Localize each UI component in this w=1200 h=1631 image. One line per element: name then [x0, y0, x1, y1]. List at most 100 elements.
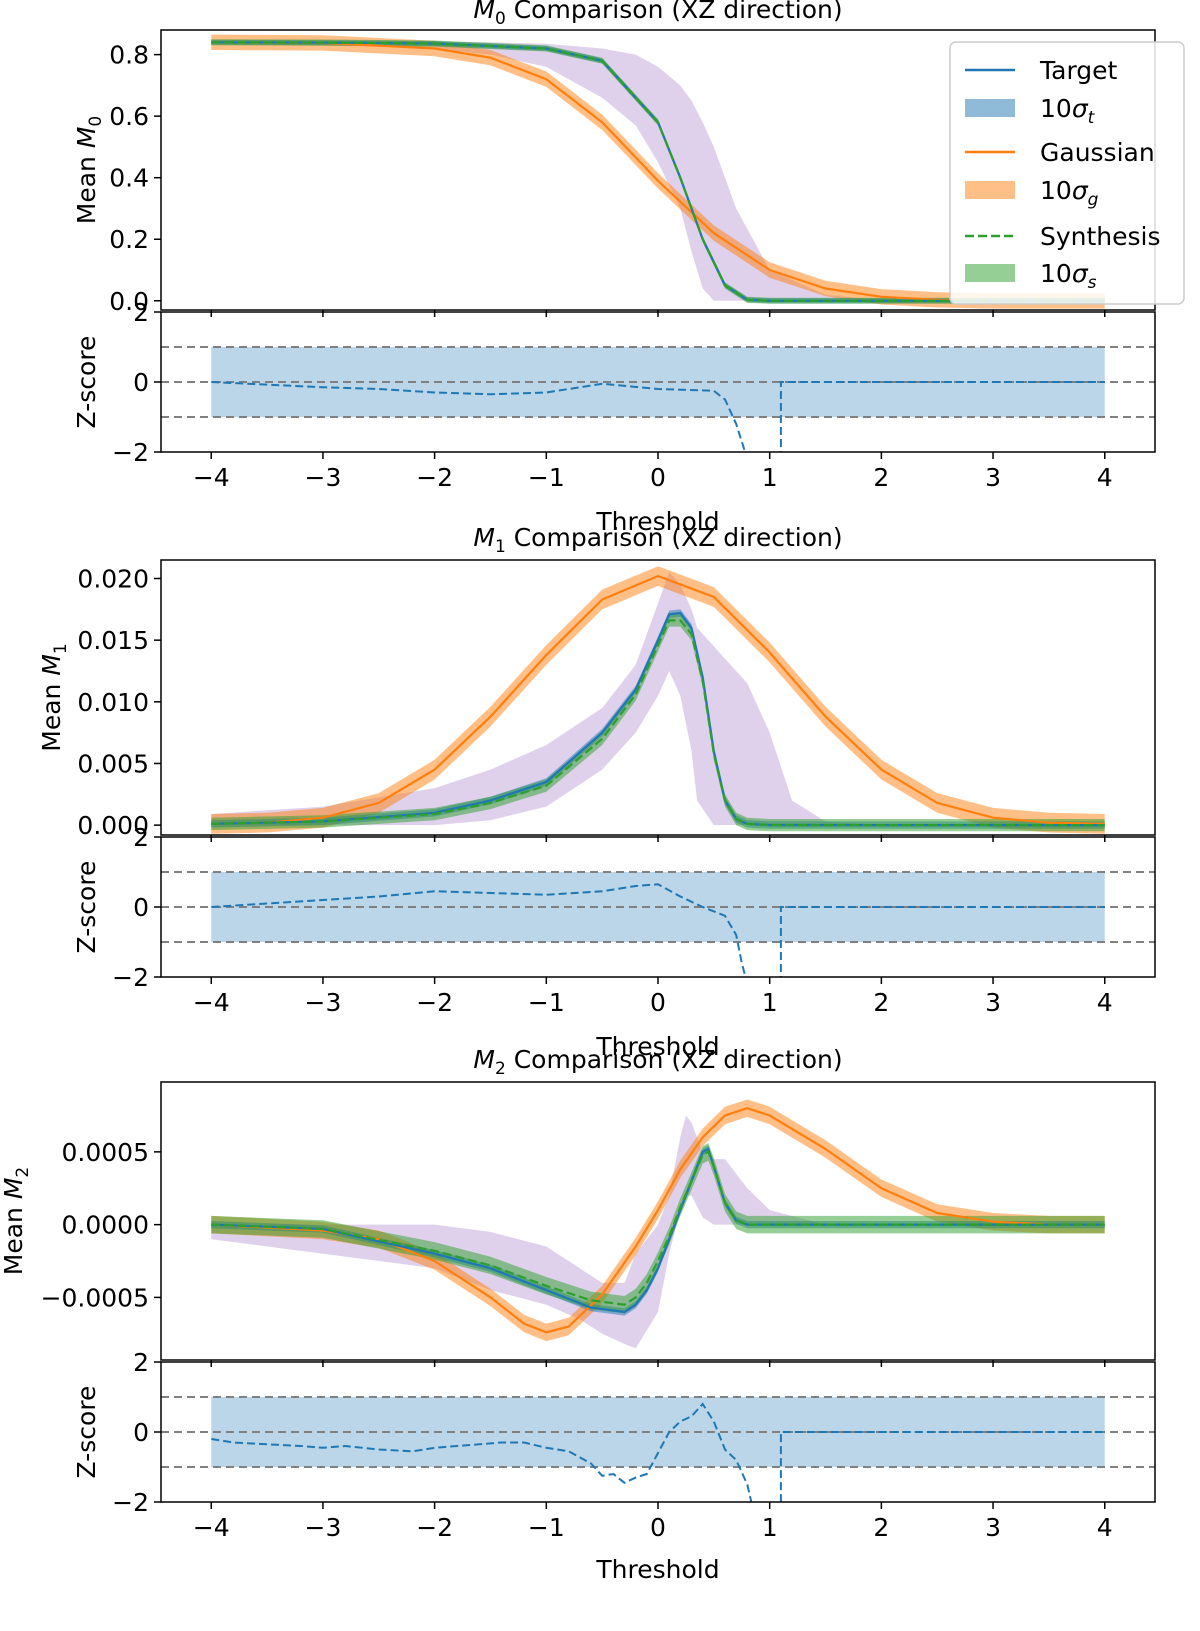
zscore-line-tail — [779, 906, 1105, 977]
y-label-prefix: Mean — [72, 148, 101, 224]
title-text: Comparison (XZ direction) — [506, 0, 843, 24]
x-axis-label: Threshold — [595, 1555, 719, 1584]
zscore-axis-label: Z-score — [72, 336, 101, 429]
x-tick-label: −2 — [416, 988, 453, 1017]
legend-gaussian-band-swatch — [965, 181, 1015, 199]
series-line-gaussian — [211, 1107, 1105, 1334]
x-tick-label: 3 — [985, 1513, 1001, 1542]
legend: Target 10σt Gaussian 10σg Synthesis 10σs — [949, 41, 1185, 305]
x-tick-label: 3 — [985, 463, 1001, 492]
legend-target-label: Target — [1039, 56, 1118, 85]
y-label-subscript: 1 — [51, 643, 71, 654]
envelope-band — [211, 572, 1105, 826]
x-tick-label: −3 — [305, 988, 342, 1017]
main-axes-frame — [160, 559, 1156, 836]
y-tick-label: 0.8 — [109, 41, 149, 70]
series-line-synthesis — [211, 619, 1105, 827]
z-y-tick-label: 2 — [133, 1348, 149, 1377]
y-axis-label: Mean M2 — [0, 1167, 33, 1275]
band-synthesis — [211, 1143, 1105, 1314]
zscore-line — [211, 1402, 749, 1485]
x-tick-label: 2 — [873, 988, 889, 1017]
y-label-symbol: M — [72, 127, 101, 149]
legend-target-band-label: 10σt — [1040, 94, 1096, 128]
x-tick-label: 0 — [650, 1513, 666, 1542]
x-tick-label: −1 — [528, 463, 565, 492]
z-y-tick-label: −2 — [112, 1488, 149, 1517]
x-tick-label: −3 — [305, 463, 342, 492]
zscore-axis-label: Z-score — [72, 1386, 101, 1479]
series-line-synthesis — [211, 41, 1105, 302]
y-label-prefix: Mean — [0, 1199, 28, 1275]
y-tick-label: 0.015 — [77, 626, 149, 655]
title-symbol: M — [473, 523, 495, 552]
y-tick-label: 0.010 — [77, 688, 149, 717]
legend-target-band-swatch — [965, 99, 1015, 117]
x-tick-label: −4 — [193, 1513, 230, 1542]
y-tick-label: −0.0005 — [41, 1283, 149, 1312]
title-subscript: 1 — [495, 537, 506, 557]
y-tick-label: 0.0005 — [62, 1138, 149, 1167]
y-label-symbol: M — [37, 654, 66, 676]
x-tick-label: 3 — [985, 988, 1001, 1017]
title-text: Comparison (XZ direction) — [506, 523, 843, 552]
y-tick-label: 0.0000 — [62, 1211, 149, 1240]
z-y-tick-label: −2 — [112, 438, 149, 467]
x-tick-label: 4 — [1097, 463, 1113, 492]
y-axis-label: Mean M1 — [37, 643, 71, 751]
envelope-band — [211, 40, 1105, 301]
series-line-gaussian — [211, 41, 1105, 302]
z-y-tick-label: 0 — [133, 893, 149, 922]
z-y-tick-label: 0 — [133, 368, 149, 397]
x-tick-label: 2 — [873, 1513, 889, 1542]
legend-synthesis-label: Synthesis — [1040, 222, 1161, 251]
x-tick-label: −3 — [305, 1513, 342, 1542]
main-plot-area — [211, 34, 1105, 309]
title-symbol: M — [473, 0, 495, 24]
x-tick-label: 4 — [1097, 1513, 1113, 1542]
title-text: Comparison (XZ direction) — [506, 1045, 843, 1074]
zscore-plot-area — [161, 346, 1155, 452]
chart-2: M2 Comparison (XZ direction)−0.00050.000… — [0, 1045, 1156, 1584]
z-y-tick-label: −2 — [112, 963, 149, 992]
x-tick-label: −4 — [193, 988, 230, 1017]
x-tick-label: 1 — [762, 1513, 778, 1542]
main-plot-area — [211, 566, 1105, 834]
chart-0: M0 Comparison (XZ direction)0.00.20.40.6… — [72, 0, 1156, 536]
y-tick-label: 0.000 — [77, 811, 149, 840]
legend-synthesis-band-label: 10σs — [1040, 259, 1097, 293]
title-subscript: 2 — [495, 1059, 506, 1079]
series-line-gaussian — [211, 574, 1105, 825]
x-tick-label: 0 — [650, 988, 666, 1017]
x-tick-label: 1 — [762, 988, 778, 1017]
x-tick-label: −1 — [528, 988, 565, 1017]
band-gaussian — [211, 566, 1105, 834]
y-label-subscript: 0 — [86, 116, 106, 127]
z-y-tick-label: 2 — [133, 823, 149, 852]
series-line-synthesis — [211, 1150, 1105, 1306]
chart-title: M0 Comparison (XZ direction) — [473, 0, 842, 29]
x-tick-label: 4 — [1097, 988, 1113, 1017]
zscore-line — [211, 883, 747, 977]
z-y-tick-label: 0 — [133, 1418, 149, 1447]
y-axis-label: Mean M0 — [72, 116, 106, 224]
zscore-axis-label: Z-score — [72, 861, 101, 954]
y-tick-label: 0.020 — [77, 564, 149, 593]
charts-layer: M0 Comparison (XZ direction)0.00.20.40.6… — [0, 0, 1156, 1584]
zscore-plot-area — [161, 871, 1155, 977]
x-tick-label: −2 — [416, 463, 453, 492]
chart-title: M1 Comparison (XZ direction) — [473, 523, 842, 557]
y-tick-label: 0.2 — [109, 225, 149, 254]
y-tick-label: 0.6 — [109, 102, 149, 131]
z-y-tick-label: 2 — [133, 298, 149, 327]
chart-title: M2 Comparison (XZ direction) — [473, 1045, 842, 1079]
legend-gaussian-label: Gaussian — [1040, 138, 1155, 167]
zscore-line-tail — [746, 1431, 1105, 1502]
y-label-prefix: Mean — [37, 676, 66, 752]
x-tick-label: 2 — [873, 463, 889, 492]
y-tick-label: 0.005 — [77, 749, 149, 778]
legend-synthesis-band-swatch — [965, 264, 1015, 282]
y-label-symbol: M — [0, 1178, 28, 1200]
zscore-line — [211, 381, 747, 452]
